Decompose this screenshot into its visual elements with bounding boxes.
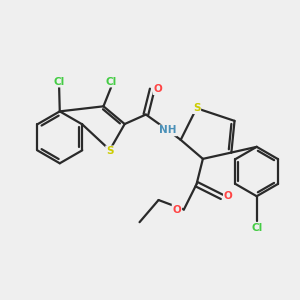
Text: Cl: Cl <box>251 223 262 233</box>
Text: O: O <box>154 84 162 94</box>
Text: Cl: Cl <box>105 76 117 87</box>
Text: Cl: Cl <box>53 76 65 87</box>
Text: NH: NH <box>159 125 177 135</box>
Text: O: O <box>172 205 181 214</box>
Text: S: S <box>106 146 113 156</box>
Text: O: O <box>224 190 233 201</box>
Text: S: S <box>193 103 200 113</box>
